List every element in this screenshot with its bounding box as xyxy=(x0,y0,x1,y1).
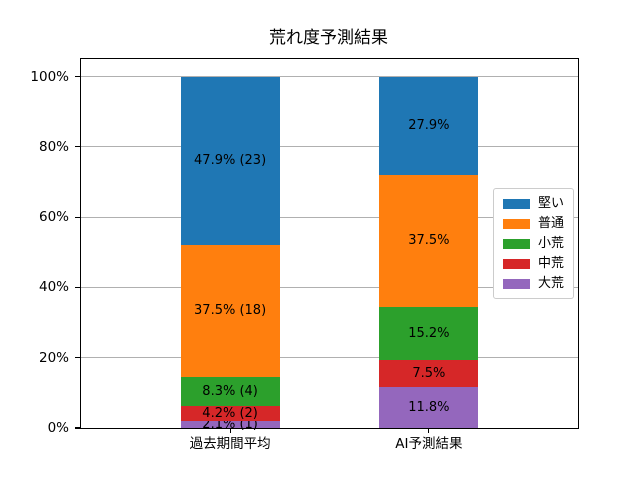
y-tick-label: 0% xyxy=(47,420,69,436)
y-tick-label: 40% xyxy=(38,279,69,296)
x-tick-mark xyxy=(428,428,430,433)
y-tick-mark xyxy=(75,216,80,218)
bar-segment-label: 47.9% (23) xyxy=(194,153,267,169)
legend-label: 堅い xyxy=(538,196,565,211)
gridline xyxy=(81,357,578,359)
plot-area: 堅い普通小荒中荒大荒 0% 20% 40% 60% 80% 100% 2.1% (1) 4.2… xyxy=(30,58,579,452)
gridline xyxy=(81,216,578,218)
legend-label: 大荒 xyxy=(538,276,565,291)
legend-swatch-中荒 xyxy=(503,258,530,269)
legend-entry: 小荒 xyxy=(503,235,564,252)
bar-segment-中荒: 4.2% (2) xyxy=(180,405,280,421)
bar-segment-中荒: 7.5% xyxy=(379,360,479,387)
legend-label: 中荒 xyxy=(538,256,565,271)
bar-segment-大荒: 2.1% (1) xyxy=(180,416,280,432)
x-tick-mark xyxy=(229,428,231,433)
bar-segment-label: 15.2% xyxy=(408,325,450,341)
gridline xyxy=(81,146,578,148)
y-tick-mark xyxy=(75,427,80,429)
y-tick-mark xyxy=(75,75,80,78)
y-tick-mark xyxy=(75,286,80,289)
bar-segment-堅い: 47.9% (23) xyxy=(180,76,280,245)
y-tick-label: 20% xyxy=(38,349,69,366)
legend-swatch-普通 xyxy=(503,218,530,229)
bar-segment-label: 37.5% xyxy=(408,233,450,249)
bar-segment-label: 37.5% (18) xyxy=(194,303,267,319)
legend-swatch-小荒 xyxy=(503,238,530,249)
y-tick-label: 80% xyxy=(38,138,69,155)
y-tick-mark xyxy=(75,146,80,148)
bar-segment-大荒: 11.8% xyxy=(379,386,479,428)
bar-segment-小荒: 15.2% xyxy=(379,306,479,361)
x-tick-label: 過去期間平均 xyxy=(189,436,271,452)
legend-label: 小荒 xyxy=(538,236,565,251)
bar-segment-小荒: 8.3% (4) xyxy=(180,376,280,406)
gridline xyxy=(81,286,578,288)
bar-segment-普通: 37.5% (18) xyxy=(180,244,280,377)
bar-segment-label: 11.8% xyxy=(408,399,450,415)
legend-entry: 堅い xyxy=(503,195,564,212)
x-tick-label: AI予測結果 xyxy=(395,436,463,452)
legend-swatch-大荒 xyxy=(503,278,530,289)
legend-entry: 普通 xyxy=(503,215,564,232)
legend-entry: 中荒 xyxy=(503,255,564,272)
bar-segment-label: 2.1% (1) xyxy=(202,416,258,432)
y-tick-label: 60% xyxy=(38,209,69,226)
chart-title: 荒れ度予測結果 xyxy=(269,28,388,48)
legend-entry: 大荒 xyxy=(503,275,564,292)
legend: 堅い普通小荒中荒大荒 xyxy=(493,188,575,299)
legend-swatch-堅い xyxy=(503,198,530,209)
gridline xyxy=(81,76,578,78)
y-tick-label: 100% xyxy=(30,68,69,85)
bar-segment-label: 8.3% (4) xyxy=(202,383,258,399)
bar-segment-label: 7.5% xyxy=(412,365,446,381)
bar-segment-普通: 37.5% xyxy=(379,174,479,307)
y-tick-mark xyxy=(75,357,80,359)
bar-segment-label: 4.2% (2) xyxy=(202,405,258,421)
legend-label: 普通 xyxy=(538,216,565,231)
bar-segment-堅い: 27.9% xyxy=(379,76,479,175)
bar-segment-label: 27.9% xyxy=(408,118,450,134)
